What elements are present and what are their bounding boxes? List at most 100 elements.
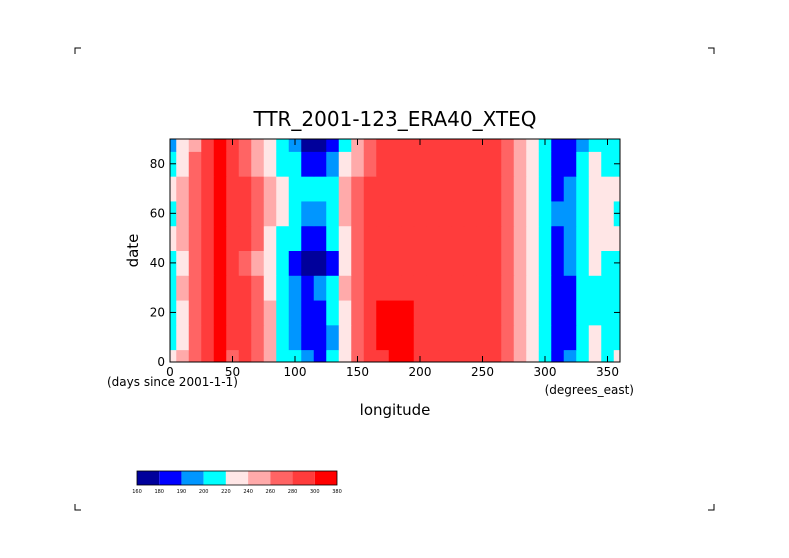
heatmap-cell — [488, 176, 502, 202]
heatmap-cell — [401, 349, 415, 363]
heatmap-cell — [476, 250, 490, 276]
heatmap-cell — [201, 275, 215, 301]
heatmap-cell — [170, 324, 177, 351]
heatmap-cell — [376, 275, 390, 301]
heatmap-cell — [576, 324, 590, 351]
heatmap-cell — [501, 250, 515, 276]
heatmap-cell — [501, 200, 515, 227]
heatmap-cell — [338, 250, 352, 276]
heatmap-cell — [426, 139, 440, 152]
heatmap-cell — [563, 250, 577, 276]
heatmap-cell — [251, 176, 265, 202]
heatmap-cell — [588, 200, 602, 227]
heatmap-cell — [276, 176, 290, 202]
heatmap-cell — [363, 225, 377, 251]
heatmap-cell — [288, 225, 302, 251]
heatmap-cell — [201, 250, 215, 276]
heatmap-cell — [213, 225, 227, 251]
heatmap-cell — [388, 200, 402, 227]
heatmap-cell — [576, 151, 590, 177]
heatmap-cell — [538, 250, 552, 276]
heatmap-cell — [213, 176, 227, 202]
heatmap-cell — [601, 151, 615, 177]
heatmap-cell — [526, 300, 540, 326]
heatmap-cell — [276, 349, 290, 363]
heatmap-cell — [601, 250, 615, 276]
heatmap-cell — [226, 225, 240, 251]
heatmap-cell — [513, 151, 527, 177]
colorbar-swatch — [270, 471, 293, 485]
heatmap-cell — [363, 139, 377, 152]
heatmap-cell — [313, 300, 327, 326]
heatmap-cell — [576, 176, 590, 202]
heatmap-cells — [170, 139, 621, 363]
heatmap-cell — [401, 225, 415, 251]
heatmap-cell — [513, 176, 527, 202]
heatmap-cell — [426, 176, 440, 202]
heatmap-cell — [576, 250, 590, 276]
heatmap-cell — [276, 151, 290, 177]
heatmap-cell — [238, 275, 252, 301]
heatmap-cell — [588, 176, 602, 202]
heatmap-cell — [188, 176, 202, 202]
heatmap-cell — [576, 300, 590, 326]
heatmap-cell — [338, 300, 352, 326]
heatmap-cell — [426, 151, 440, 177]
heatmap-cell — [451, 300, 465, 326]
heatmap-cell — [263, 139, 277, 152]
x-tick-label: 300 — [534, 365, 557, 379]
heatmap-cell — [538, 176, 552, 202]
heatmap-cell — [401, 139, 415, 152]
heatmap-cell — [251, 300, 265, 326]
colorbar: 160 180 190 200 220 240 260 280 300 380 — [132, 470, 342, 495]
heatmap-cell — [251, 139, 265, 152]
colorbar-swatch — [248, 471, 271, 485]
heatmap-cell — [326, 275, 340, 301]
heatmap-cell — [351, 225, 365, 251]
heatmap-cell — [301, 250, 315, 276]
heatmap-cell — [413, 200, 427, 227]
heatmap-cell — [388, 176, 402, 202]
heatmap-cell — [413, 225, 427, 251]
heatmap-cell — [263, 275, 277, 301]
heatmap-cell — [551, 176, 565, 202]
heatmap-cell — [238, 176, 252, 202]
heatmap-cell — [438, 225, 452, 251]
heatmap-cell — [213, 275, 227, 301]
heatmap-cell — [476, 200, 490, 227]
x-tick-label: 100 — [284, 365, 307, 379]
heatmap-cell — [588, 324, 602, 351]
heatmap-cell — [238, 200, 252, 227]
heatmap-cell — [363, 324, 377, 351]
heatmap-cell — [301, 151, 315, 177]
heatmap-cell — [488, 139, 502, 152]
heatmap-cell — [263, 349, 277, 363]
heatmap-cell — [313, 324, 327, 351]
heatmap-cell — [488, 349, 502, 363]
corner-mark — [708, 47, 715, 54]
heatmap-cell — [238, 151, 252, 177]
colorbar-label: 380 — [332, 489, 342, 495]
heatmap-cell — [263, 176, 277, 202]
heatmap-cell — [201, 200, 215, 227]
heatmap-cell — [188, 324, 202, 351]
heatmap-cell — [513, 200, 527, 227]
heatmap-cell — [170, 139, 177, 152]
heatmap-cell — [226, 324, 240, 351]
heatmap-cell — [526, 275, 540, 301]
heatmap-cell — [276, 250, 290, 276]
colorbar-label: 280 — [288, 489, 298, 495]
heatmap-cell — [526, 151, 540, 177]
heatmap-cell — [376, 300, 390, 326]
heatmap-cell — [238, 139, 252, 152]
heatmap-cell — [451, 139, 465, 152]
heatmap-cell — [451, 151, 465, 177]
heatmap-cell — [226, 151, 240, 177]
heatmap-cell — [463, 225, 477, 251]
heatmap-cell — [576, 200, 590, 227]
corner-mark — [74, 504, 81, 511]
heatmap-cell — [488, 250, 502, 276]
heatmap-cell — [226, 275, 240, 301]
heatmap-cell — [426, 225, 440, 251]
heatmap-cell — [451, 349, 465, 363]
